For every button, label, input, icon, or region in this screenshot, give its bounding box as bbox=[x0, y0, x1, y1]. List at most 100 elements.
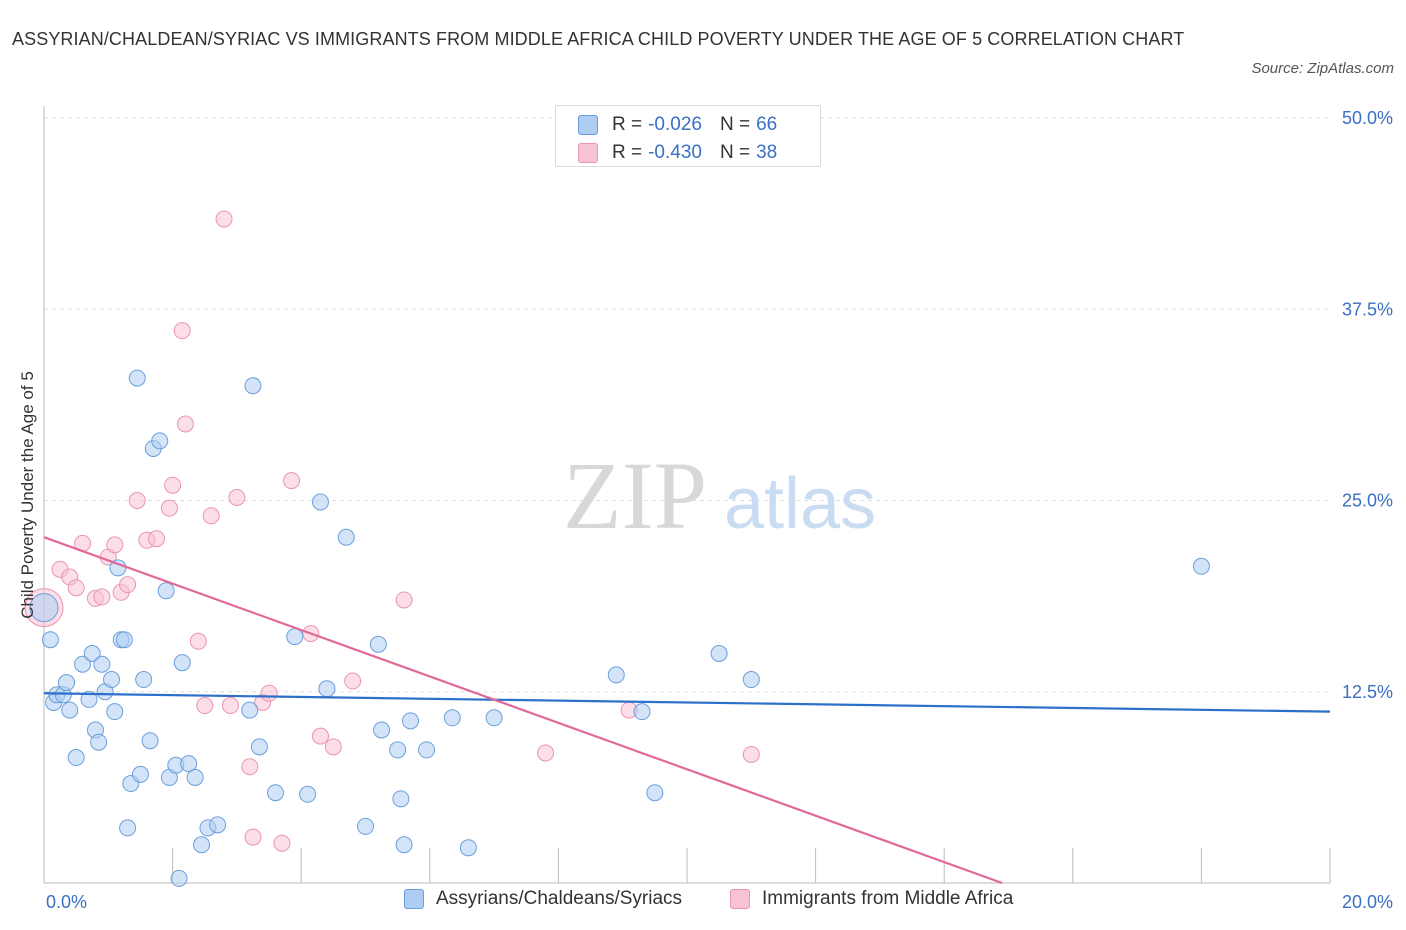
trend-lines bbox=[43, 536, 1331, 885]
blue-data-point bbox=[209, 816, 227, 834]
blue-data-point bbox=[369, 635, 387, 653]
blue-data-point bbox=[392, 790, 410, 808]
pink-data-point bbox=[164, 476, 182, 494]
blue-data-point bbox=[135, 671, 153, 689]
blue-data-point bbox=[311, 493, 329, 511]
blue-data-point bbox=[119, 819, 137, 837]
blue-data-point bbox=[173, 654, 191, 672]
pink-data-point bbox=[260, 684, 278, 702]
pink-data-point bbox=[221, 697, 239, 715]
pink-data-point bbox=[128, 492, 146, 509]
blue-data-point bbox=[485, 709, 503, 727]
blue-data-point bbox=[74, 655, 92, 673]
pink-data-point bbox=[311, 727, 329, 745]
pink-data-point bbox=[395, 591, 413, 609]
blue-data-point bbox=[250, 738, 268, 756]
blue-swatch bbox=[404, 889, 424, 909]
blue-data-point bbox=[106, 703, 124, 721]
y-tick-label: 12.5% bbox=[1342, 682, 1393, 702]
stats-legend: R = -0.026 N = 66 R = -0.430 N = 38 bbox=[555, 105, 821, 167]
stats-row-blue: R = -0.026 N = 66 bbox=[578, 113, 777, 137]
pink-data-point bbox=[202, 507, 220, 525]
blue-data-point bbox=[443, 709, 461, 727]
legend-item-middle-africa[interactable]: Immigrants from Middle Africa bbox=[730, 888, 1013, 910]
r-label: R = bbox=[612, 114, 643, 135]
blue-data-point bbox=[266, 784, 284, 802]
pink-data-point bbox=[189, 632, 207, 650]
blue-data-point bbox=[90, 733, 108, 751]
blue-data-point bbox=[1192, 557, 1210, 575]
blue-data-point bbox=[180, 755, 198, 773]
x-tick-label: 0.0% bbox=[46, 892, 87, 912]
blue-trend-line bbox=[43, 692, 1331, 713]
blue-data-point bbox=[41, 631, 59, 649]
watermark-atlas: atlas bbox=[724, 464, 876, 544]
blue-data-point bbox=[742, 671, 760, 689]
blue-data-point bbox=[418, 741, 436, 759]
pink-swatch bbox=[730, 889, 750, 909]
pink-data-point bbox=[148, 530, 166, 548]
n-label: N = bbox=[719, 114, 751, 135]
n-label: N = bbox=[719, 142, 751, 163]
blue-data-point bbox=[646, 784, 664, 802]
blue-data-point bbox=[286, 628, 304, 646]
pink-data-point bbox=[228, 488, 246, 506]
blue-data-point bbox=[131, 765, 149, 783]
blue-data-point bbox=[337, 528, 355, 546]
y-axis-label: Child Poverty Under the Age of 5 bbox=[18, 371, 37, 619]
source-credit: Source: ZipAtlas.com bbox=[1251, 60, 1394, 77]
pink-data-point bbox=[241, 758, 259, 776]
r-value: -0.026 bbox=[648, 114, 702, 135]
tick-labels: 12.5% 25.0% 37.5% 50.0% 0.0% 20.0% bbox=[46, 108, 1393, 912]
pink-data-point bbox=[244, 828, 262, 846]
blue-data-point bbox=[607, 666, 625, 684]
blue-data-point bbox=[93, 655, 111, 673]
y-tick-label: 37.5% bbox=[1342, 299, 1393, 319]
chart-title: ASSYRIAN/CHALDEAN/SYRIAC VS IMMIGRANTS F… bbox=[12, 29, 1185, 49]
r-label: R = bbox=[612, 142, 643, 163]
blue-data-point bbox=[357, 817, 374, 835]
pink-data-point bbox=[273, 834, 291, 852]
pink-swatch bbox=[578, 143, 598, 163]
blue-data-point bbox=[395, 836, 413, 854]
blue-data-point bbox=[241, 701, 259, 719]
blue-data-point bbox=[633, 703, 651, 721]
pink-data-point bbox=[742, 745, 760, 763]
blue-data-point bbox=[389, 741, 407, 759]
blue-data-point bbox=[58, 674, 76, 692]
legend-label: Immigrants from Middle Africa bbox=[762, 888, 1014, 909]
pink-data-point bbox=[106, 536, 124, 554]
pink-data-point bbox=[283, 472, 301, 490]
legend-item-assyrians[interactable]: Assyrians/Chaldeans/Syriacs bbox=[404, 888, 682, 910]
pink-data-point bbox=[119, 576, 137, 594]
blue-data-point bbox=[29, 593, 59, 623]
blue-data-point bbox=[193, 836, 211, 854]
pink-data-point bbox=[324, 738, 342, 756]
pink-data-point bbox=[67, 579, 85, 597]
blue-data-point bbox=[459, 839, 477, 857]
pink-data-point bbox=[176, 415, 194, 433]
blue-data-point bbox=[67, 749, 85, 767]
blue-data-point bbox=[83, 645, 101, 662]
blue-data-point bbox=[710, 645, 728, 662]
blue-data-point bbox=[103, 671, 121, 689]
blue-data-point bbox=[402, 712, 420, 730]
blue-data-point bbox=[80, 690, 98, 708]
blue-data-point bbox=[244, 377, 262, 395]
blue-data-point bbox=[170, 869, 188, 887]
series-legend: Assyrians/Chaldeans/Syriacs Immigrants f… bbox=[0, 888, 1406, 916]
blue-data-point bbox=[115, 631, 133, 649]
blue-data-point bbox=[299, 785, 317, 803]
legend-label: Assyrians/Chaldeans/Syriacs bbox=[436, 888, 683, 909]
blue-data-point bbox=[186, 768, 204, 786]
pink-trend-line bbox=[43, 536, 1003, 885]
pink-data-point bbox=[93, 588, 111, 606]
blue-series-points bbox=[29, 369, 1210, 887]
pink-data-point bbox=[344, 672, 362, 690]
pink-data-point bbox=[196, 697, 214, 715]
blue-data-point bbox=[318, 680, 336, 698]
blue-data-point bbox=[151, 432, 169, 450]
pink-data-point bbox=[173, 322, 191, 340]
blue-data-point bbox=[373, 721, 391, 739]
